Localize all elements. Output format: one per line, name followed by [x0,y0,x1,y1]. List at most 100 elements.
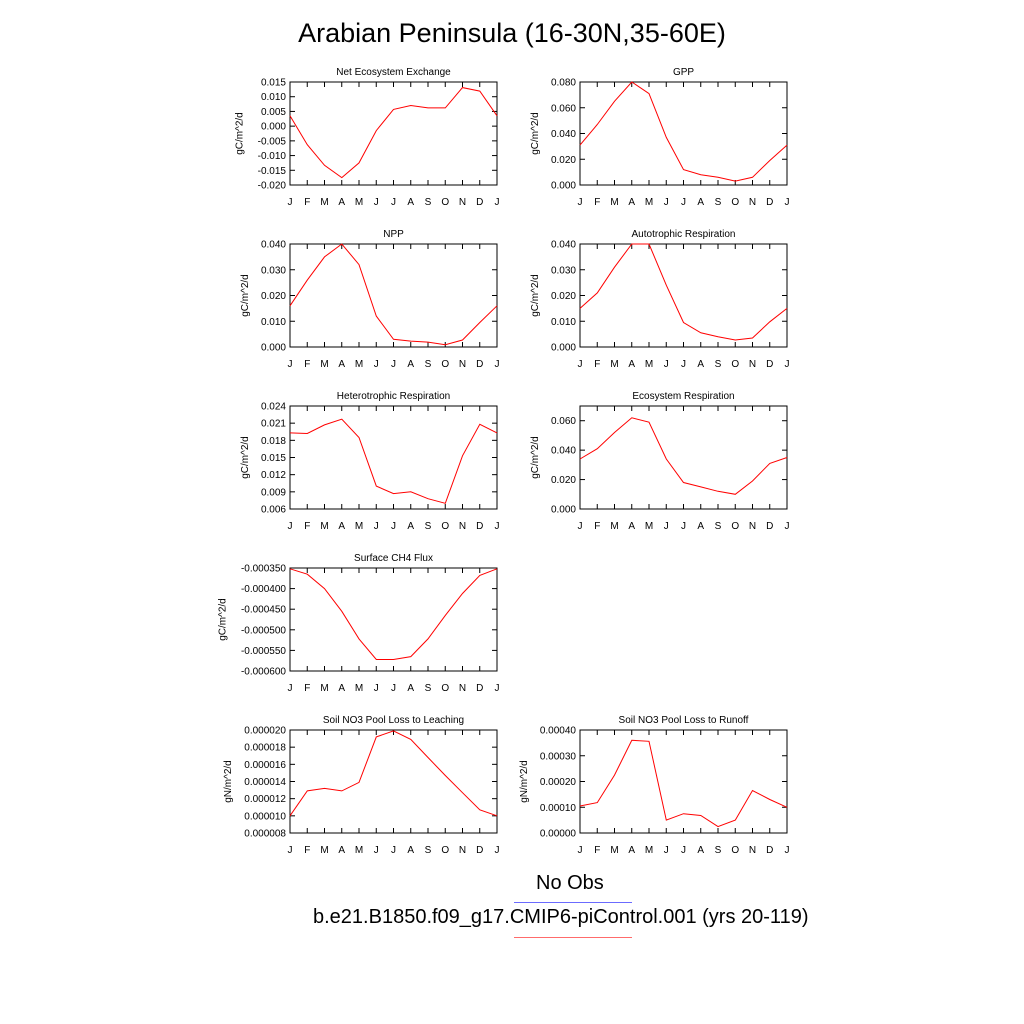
y-tick-label: 0.00040 [540,726,577,737]
x-tick-label: N [459,845,466,856]
x-tick-label: J [374,683,379,694]
y-tick-label: -0.000400 [241,584,286,595]
x-tick-label: A [338,197,345,208]
x-tick-label: J [495,197,500,208]
y-tick-label: 0.060 [551,103,576,114]
x-tick-label: A [628,359,635,370]
x-tick-label: J [785,521,790,532]
x-tick-label: A [407,359,414,370]
x-tick-label: F [304,683,310,694]
x-tick-label: N [749,845,756,856]
y-axis-label: gN/m^2/d [519,760,530,803]
series-line [579,81,788,182]
y-tick-label: -0.015 [258,166,287,177]
y-tick-label: 0.010 [261,92,286,103]
x-tick-label: J [681,845,686,856]
y-tick-label: 0.000 [551,343,576,354]
x-tick-label: A [338,521,345,532]
x-tick-label: O [441,845,449,856]
x-tick-label: A [407,521,414,532]
y-tick-label: 0.000 [551,505,576,516]
x-tick-label: M [610,359,618,370]
x-tick-label: J [495,683,500,694]
chart-title: Autotrophic Respiration [632,229,736,240]
x-tick-label: J [578,521,583,532]
series-line [289,568,498,660]
x-tick-label: A [338,683,345,694]
chart-title: Ecosystem Respiration [632,391,734,402]
y-tick-label: 0.000010 [244,811,286,822]
x-tick-label: S [715,197,722,208]
x-tick-label: M [645,521,653,532]
x-tick-label: J [288,197,293,208]
x-tick-label: S [715,521,722,532]
y-tick-label: 0.060 [551,416,576,427]
x-tick-label: J [681,359,686,370]
x-tick-label: N [459,197,466,208]
x-tick-label: J [374,845,379,856]
legend-obs-label: No Obs [536,872,604,894]
series-line [289,87,498,179]
y-tick-label: -0.005 [258,136,287,147]
chart-net-ecosystem-exchange: Net Ecosystem Exchange 0.015 0.010 0.005 0.0… [234,67,499,208]
chart-title: Surface CH4 Flux [354,553,433,564]
x-tick-label: J [578,359,583,370]
y-tick-label: -0.000450 [241,605,286,616]
x-tick-label: J [578,197,583,208]
x-tick-label: A [697,197,704,208]
x-tick-label: J [288,683,293,694]
x-tick-label: J [681,521,686,532]
x-tick-label: F [594,197,600,208]
y-tick-label: 0.000008 [244,829,286,840]
x-tick-label: J [374,197,379,208]
y-tick-label: 0.000 [261,122,286,133]
y-axis-label: gC/m^2/d [530,112,541,155]
chart-title: GPP [673,67,694,78]
x-tick-label: A [697,359,704,370]
y-tick-label: -0.010 [258,151,287,162]
x-tick-label: J [288,845,293,856]
x-tick-label: M [355,683,363,694]
y-axis-label: gC/m^2/d [218,598,229,641]
y-tick-label: 0.030 [261,265,286,276]
x-tick-label: J [495,521,500,532]
x-tick-label: D [476,845,483,856]
x-tick-label: O [441,521,449,532]
x-tick-label: F [594,521,600,532]
y-tick-label: 0.020 [261,291,286,302]
x-tick-label: M [355,845,363,856]
x-tick-label: O [441,359,449,370]
x-tick-label: F [304,521,310,532]
series-line [579,243,788,341]
chart-soil-no3-pool-loss-to-runoff: Soil NO3 Pool Loss to Runoff 0.00040 0.000… [519,715,790,856]
x-tick-label: J [664,197,669,208]
legend-model-label: b.e21.B1850.f09_g17.CMIP6-piControl.001 … [313,906,809,928]
x-tick-label: A [338,845,345,856]
plot-frame [289,243,498,348]
x-tick-label: O [731,845,739,856]
y-tick-label: -0.020 [258,181,287,192]
x-tick-label: J [664,359,669,370]
y-tick-label: 0.010 [551,317,576,328]
x-tick-label: F [594,359,600,370]
y-axis-label: gC/m^2/d [240,274,251,317]
x-tick-label: D [476,197,483,208]
x-tick-label: J [374,359,379,370]
series-line [579,417,788,495]
x-tick-label: J [578,845,583,856]
x-tick-label: S [715,359,722,370]
plot-frame [579,405,788,510]
x-tick-label: A [628,521,635,532]
y-tick-label: 0.040 [261,240,286,251]
y-tick-label: 0.006 [261,505,286,516]
y-tick-label: -0.000550 [241,646,286,657]
y-tick-label: 0.040 [551,129,576,140]
legend-obs-line [514,902,632,903]
y-tick-label: 0.040 [551,240,576,251]
y-tick-label: 0.000014 [244,777,286,788]
series-line [289,418,498,504]
y-axis-label: gC/m^2/d [530,436,541,479]
x-tick-label: O [731,521,739,532]
